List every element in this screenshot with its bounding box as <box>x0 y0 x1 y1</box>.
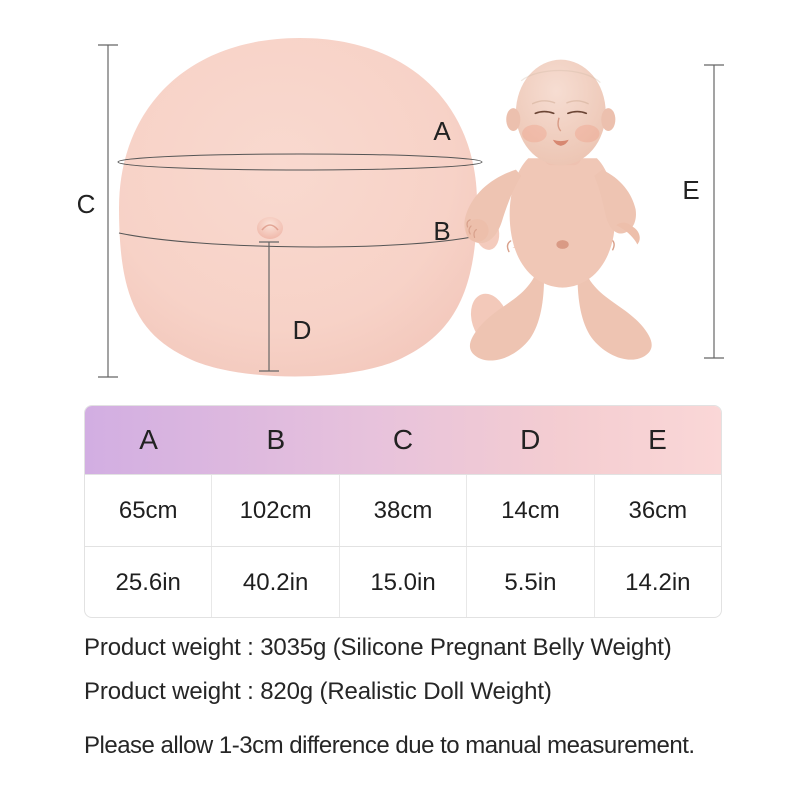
svg-text:A: A <box>433 116 451 146</box>
svg-text:B: B <box>433 216 450 246</box>
svg-text:C: C <box>77 189 96 219</box>
svg-text:E: E <box>682 175 699 205</box>
svg-text:D: D <box>293 315 312 345</box>
